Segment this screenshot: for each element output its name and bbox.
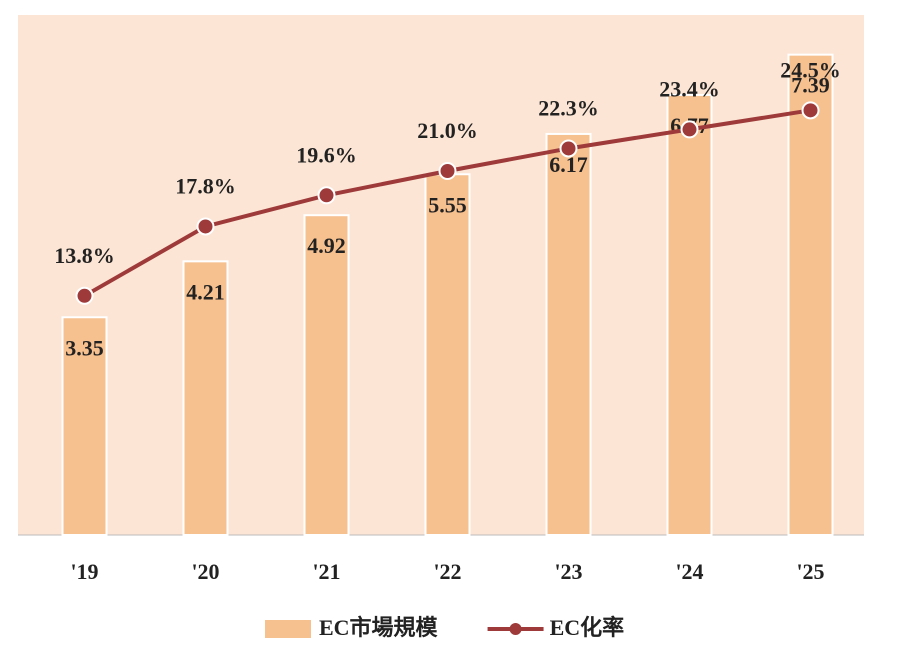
line-point: [438, 162, 457, 180]
x-tick-label: '19: [70, 559, 98, 584]
bar: [303, 214, 350, 536]
line-value-label: 13.8%: [54, 243, 115, 268]
line-point: [196, 217, 215, 236]
bar-value-label: 3.35: [65, 335, 104, 360]
x-tick-label: '21: [312, 559, 340, 584]
legend-label: EC市場規模: [319, 615, 439, 640]
legend-label: EC化率: [550, 615, 625, 640]
bar-value-label: 7.39: [791, 73, 830, 98]
line-point: [559, 139, 578, 158]
bar-value-label: 5.55: [428, 192, 467, 217]
bar: [61, 316, 108, 536]
bar: [666, 93, 713, 536]
bar: [424, 173, 471, 536]
line-value-label: 22.3%: [538, 96, 599, 121]
bar: [182, 260, 229, 536]
bar-value-label: 4.92: [307, 233, 346, 258]
x-tick-label: '20: [191, 559, 219, 584]
x-tick-label: '22: [433, 559, 461, 584]
line-value-label: 17.8%: [175, 174, 236, 199]
line-point: [317, 186, 336, 205]
line-value-label: 19.6%: [296, 142, 357, 167]
line-value-label: 21.0%: [417, 118, 478, 143]
bar-value-label: 4.21: [186, 279, 225, 304]
legend-swatch: [265, 620, 311, 638]
legend-swatch: [509, 623, 522, 635]
bar: [787, 53, 834, 537]
line-point: [680, 120, 699, 139]
bar: [545, 132, 592, 536]
x-tick-label: '23: [554, 559, 582, 584]
line-point: [801, 101, 820, 120]
x-tick-label: '25: [796, 559, 824, 584]
x-tick-label: '24: [675, 559, 703, 584]
line-value-label: 24.5%: [780, 57, 841, 82]
line-value-label: 23.4%: [659, 76, 720, 101]
line-point: [75, 286, 94, 305]
